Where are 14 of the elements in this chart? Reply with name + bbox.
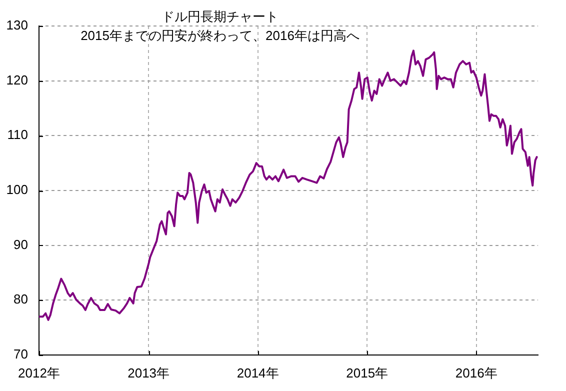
x-tick-label: 2014年 xyxy=(236,365,279,380)
chart-title: ドル円長期チャート xyxy=(162,9,278,24)
y-tick-label: 110 xyxy=(7,127,28,142)
x-tick-label: 2012年 xyxy=(18,365,60,380)
y-tick-label: 80 xyxy=(14,292,28,307)
x-tick-label: 2016年 xyxy=(455,365,498,380)
x-tick-label: 2013年 xyxy=(128,365,170,380)
y-tick-label: 70 xyxy=(14,346,28,362)
x-tick-label: 2015年 xyxy=(346,365,388,380)
y-tick-label: 90 xyxy=(14,236,28,252)
y-tick-label: 100 xyxy=(6,182,28,198)
y-tick-label: 120 xyxy=(6,72,28,88)
chart-subtitle: 2015年までの円安が終わって、2016年は円高へ xyxy=(80,28,360,43)
y-tick-label: 130 xyxy=(6,18,28,33)
